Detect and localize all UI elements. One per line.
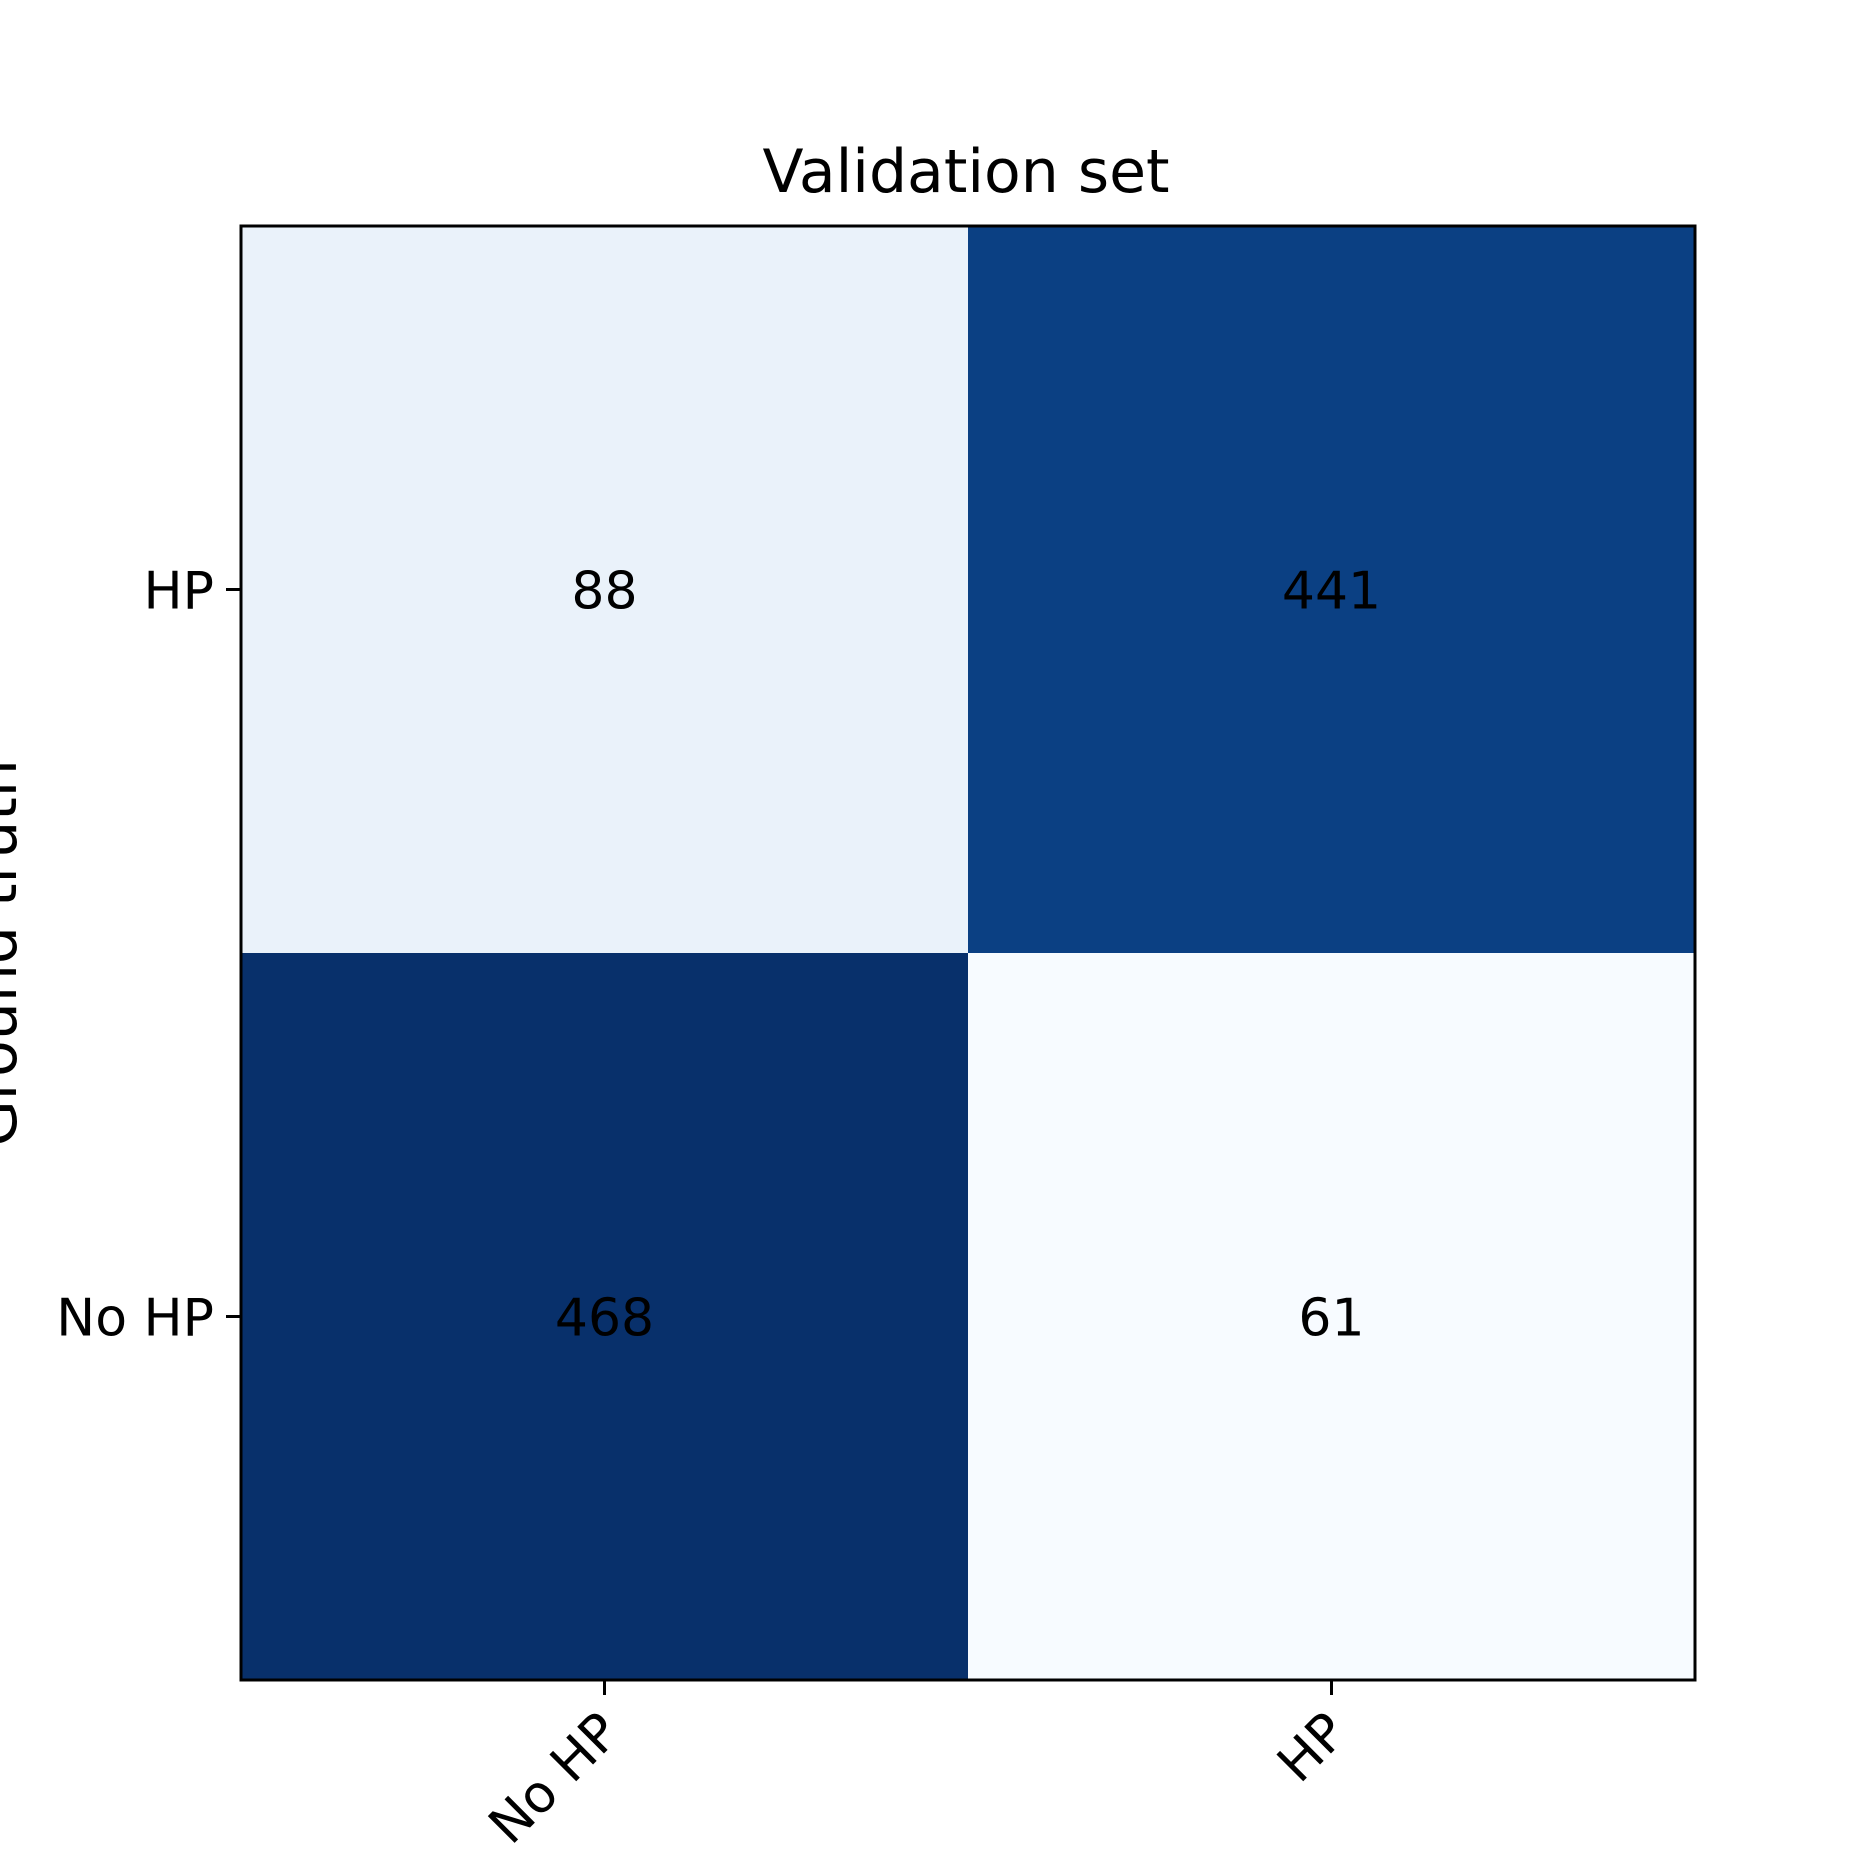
heatmap-cells — [241, 226, 1695, 1680]
heatmap-cell — [241, 226, 968, 953]
cell-value-label: 61 — [1298, 1289, 1364, 1349]
cell-value-label: 441 — [1282, 562, 1381, 622]
cell-annotations: 88 441 468 61 — [555, 562, 1381, 1349]
y-tick-label: HP — [144, 562, 214, 622]
y-axis-label: Ground truth — [0, 759, 31, 1147]
y-axis-ticks: HP No HP — [56, 562, 241, 1349]
heatmap-cell — [968, 953, 1695, 1680]
cell-value-label: 88 — [571, 562, 637, 622]
chart-title: Validation set — [762, 137, 1169, 207]
plot-frame — [239, 224, 1697, 1682]
cell-value-label: 468 — [555, 1289, 654, 1349]
y-tick-label: No HP — [56, 1289, 214, 1349]
heatmap-cell — [241, 953, 968, 1680]
heatmap-cell — [968, 226, 1695, 953]
